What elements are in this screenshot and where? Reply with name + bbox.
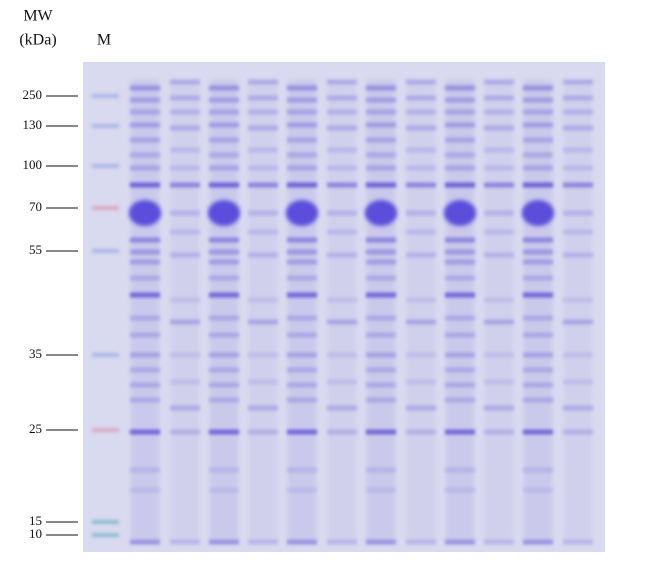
lane-smear — [171, 80, 199, 540]
lane-smear — [446, 80, 474, 540]
marker-band — [92, 249, 119, 253]
marker-label: 25 — [29, 421, 42, 436]
protein-band — [484, 539, 514, 545]
lane-smear — [249, 80, 277, 540]
marker-label: 15 — [29, 513, 42, 528]
marker-label: 250 — [23, 87, 43, 102]
marker-lane-label: M — [97, 32, 111, 49]
marker-band — [92, 353, 119, 357]
lane-smear — [288, 80, 316, 540]
lane-smear — [524, 80, 552, 540]
marker-label: 10 — [29, 526, 42, 541]
lane-smear — [328, 80, 356, 540]
marker-band — [92, 206, 119, 210]
protein-band — [366, 539, 396, 545]
marker-label: 35 — [29, 346, 42, 361]
marker-label: 70 — [29, 199, 42, 214]
protein-band — [523, 539, 553, 545]
protein-band — [287, 539, 317, 545]
marker-band — [92, 533, 119, 537]
marker-band — [92, 94, 119, 98]
protein-band — [563, 539, 593, 545]
protein-band — [248, 539, 278, 545]
kda-label: (kDa) — [19, 32, 56, 49]
marker-band — [92, 428, 119, 432]
protein-band — [445, 539, 475, 545]
protein-band — [130, 539, 160, 545]
marker-band — [92, 124, 119, 128]
marker-label: 55 — [29, 242, 42, 257]
protein-band — [170, 539, 200, 545]
protein-band — [327, 539, 357, 545]
marker-label: 130 — [23, 117, 43, 132]
lane-smear — [210, 80, 238, 540]
lane-smear — [407, 80, 435, 540]
marker-label: 100 — [23, 157, 43, 172]
marker-band — [92, 164, 119, 168]
marker-band — [92, 520, 119, 524]
lane-smear — [485, 80, 513, 540]
lane-smear — [367, 80, 395, 540]
protein-band — [209, 539, 239, 545]
lane-smear — [131, 80, 159, 540]
bands — [92, 79, 593, 545]
lane-smear — [564, 80, 592, 540]
mw-label: MW — [23, 8, 53, 25]
protein-band — [406, 539, 436, 545]
